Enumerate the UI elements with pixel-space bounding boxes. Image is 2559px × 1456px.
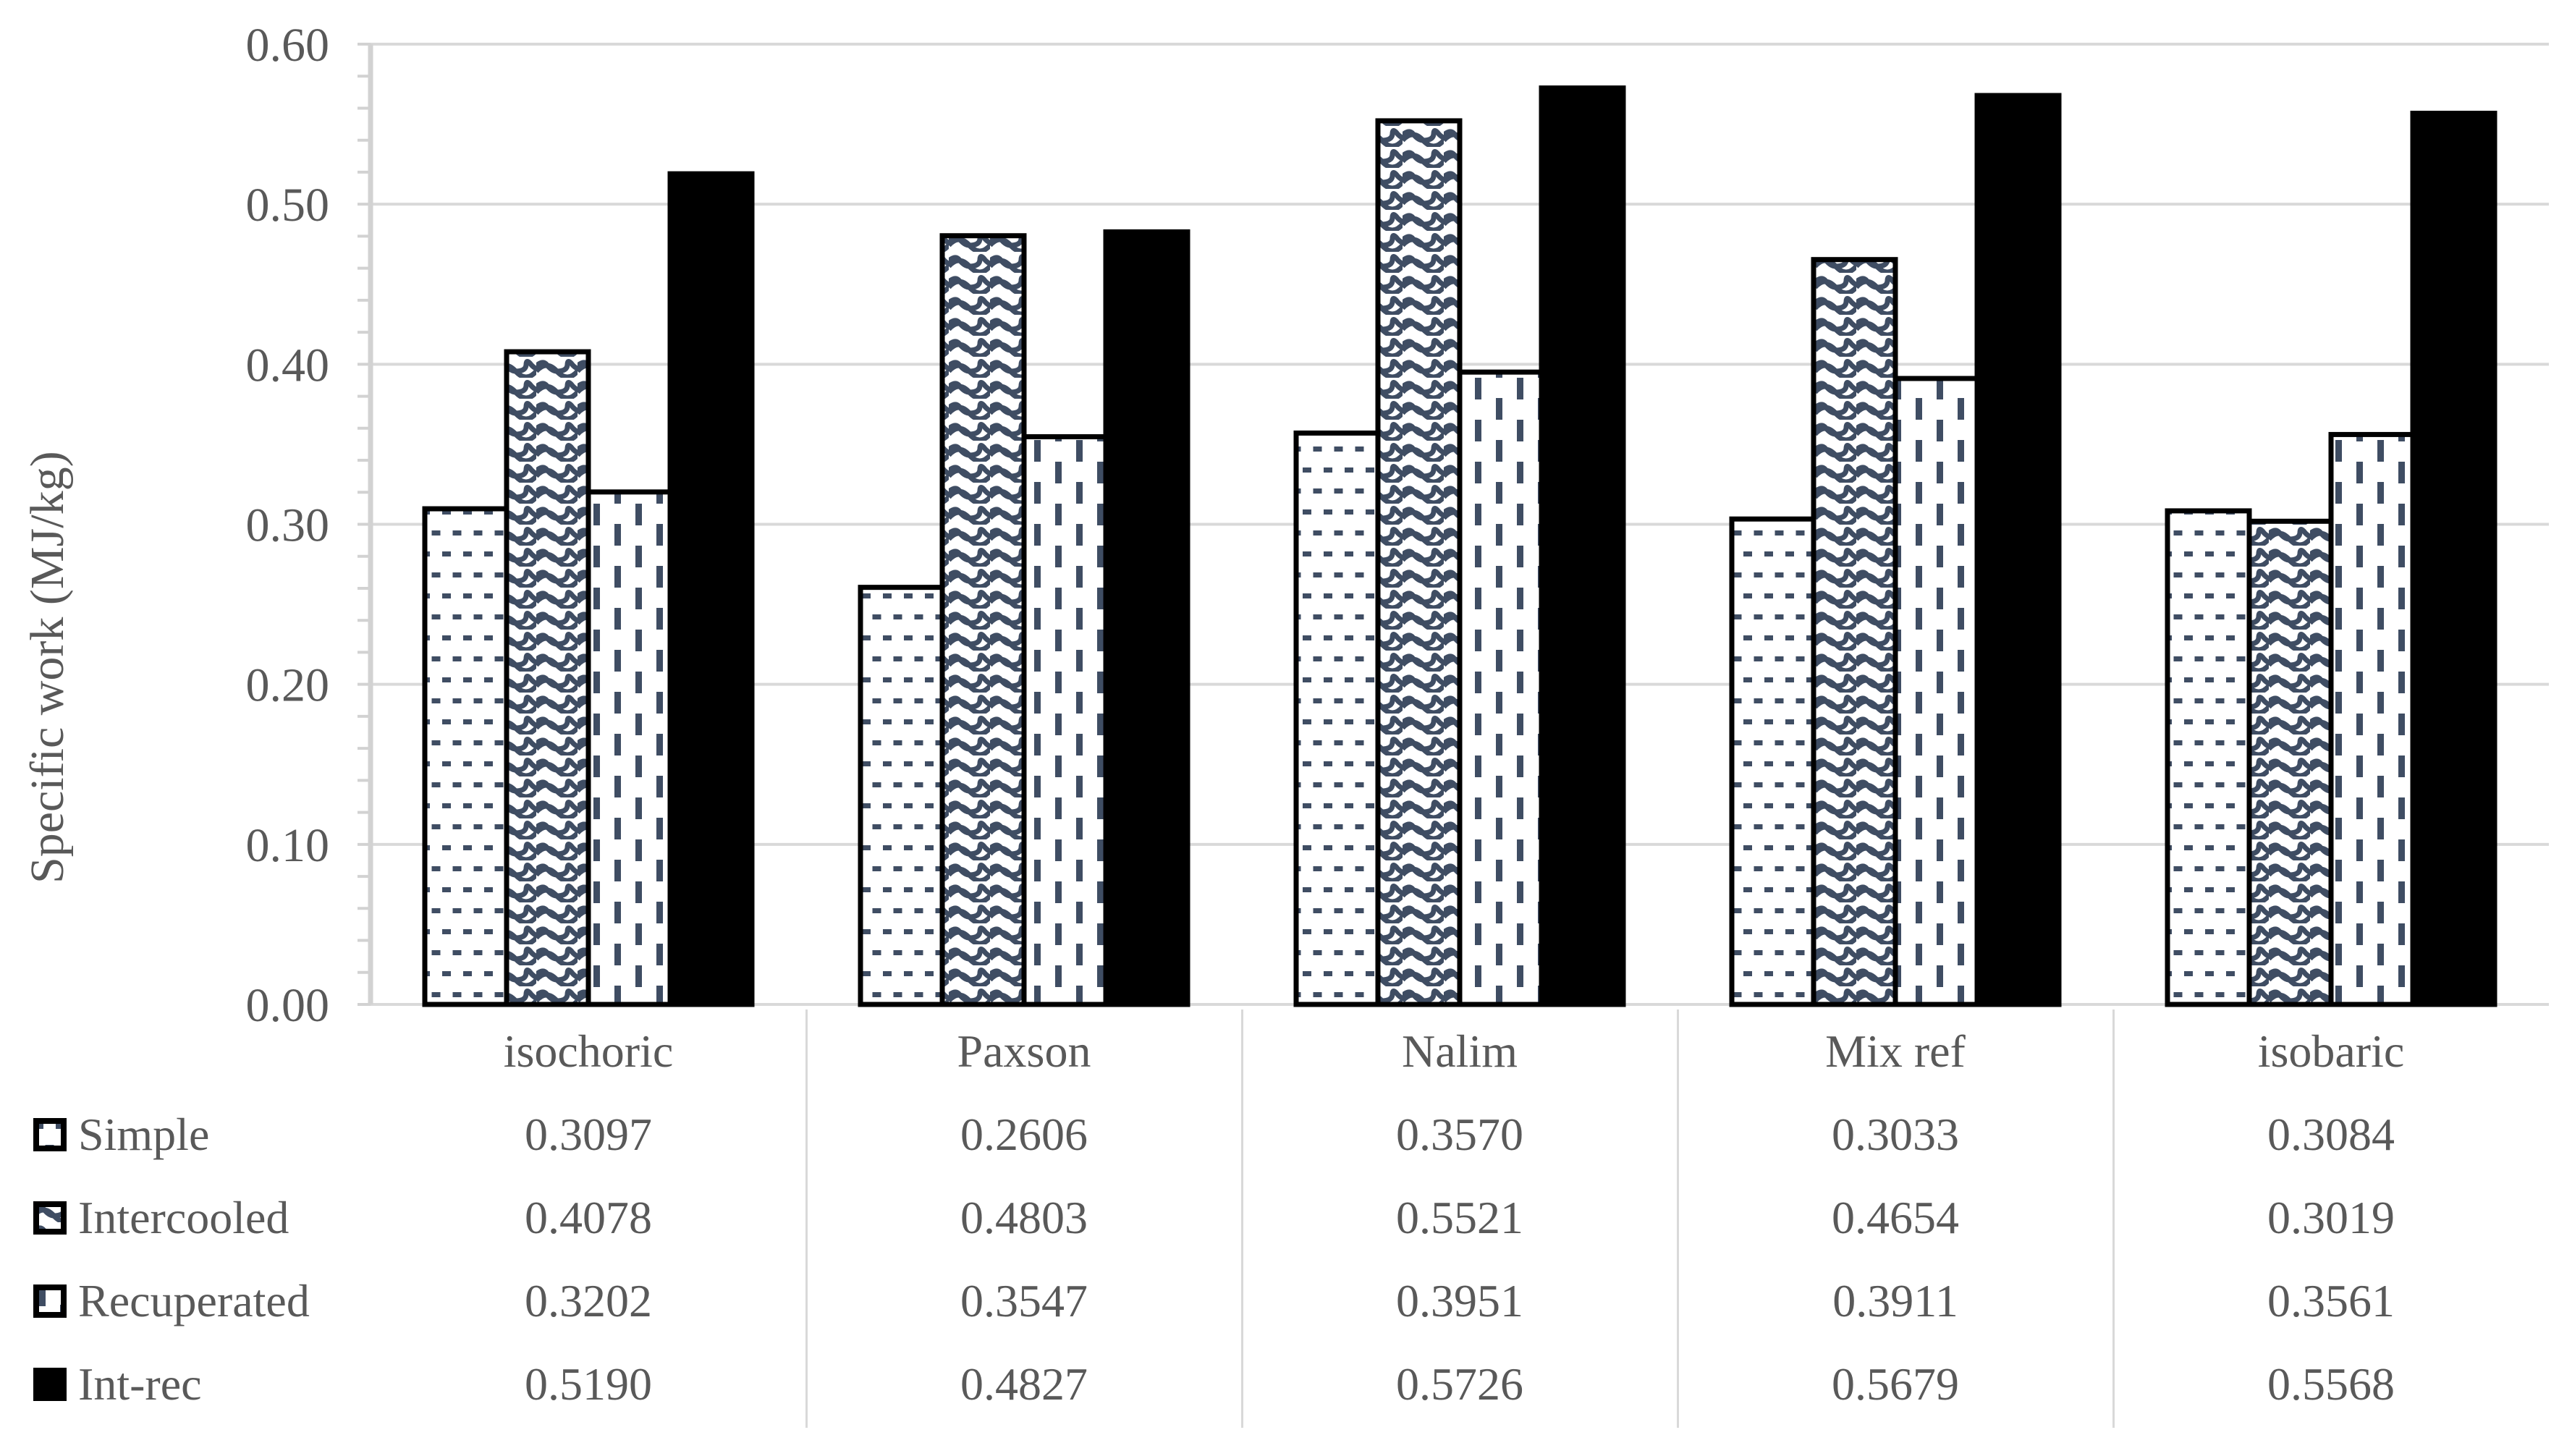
legend-item-int-rec: Int-rec — [0, 1342, 371, 1426]
value-cell: 0.5726 — [1396, 1358, 1523, 1410]
value-cell: 0.3570 — [1396, 1108, 1523, 1160]
category-label: Nalim — [1402, 1025, 1518, 1077]
bar-intercooled-nalim — [1375, 118, 1463, 1007]
value-cell: 0.3547 — [960, 1274, 1088, 1326]
solid-black-swatch-icon — [33, 1367, 67, 1401]
bar-simple-isochoric — [422, 506, 509, 1007]
vertical-dashes-pattern-swatch-icon — [33, 1284, 67, 1318]
y-tick-label: 0.20 — [246, 659, 330, 712]
value-cell: 0.4654 — [1832, 1191, 1959, 1243]
bar-simple-nalim — [1293, 430, 1381, 1007]
bar-intercooled-isobaric — [2246, 518, 2334, 1007]
bar-intercooled-mix-ref — [1811, 257, 1898, 1007]
bar-int-rec-nalim — [1539, 85, 1626, 1007]
bar-recuperated-nalim — [1457, 369, 1544, 1007]
value-cell: 0.3561 — [2267, 1274, 2395, 1326]
category-label: isobaric — [2257, 1025, 2405, 1077]
bar-recuperated-mix-ref — [1892, 376, 1980, 1007]
waves-pattern-swatch-icon — [33, 1201, 67, 1235]
bar-simple-paxson — [858, 585, 945, 1007]
value-cell: 0.5679 — [1832, 1358, 1959, 1410]
value-cell: 0.5190 — [525, 1358, 652, 1410]
value-cell: 0.3084 — [2267, 1108, 2395, 1160]
series-name: Simple — [78, 1108, 210, 1160]
value-cell: 0.3033 — [1832, 1108, 1959, 1160]
bar-simple-isobaric — [2165, 508, 2252, 1007]
y-tick-label: 0.30 — [246, 499, 330, 552]
y-tick-label: 0.60 — [246, 19, 330, 72]
value-cell: 0.5521 — [1396, 1191, 1523, 1243]
bar-int-rec-paxson — [1103, 229, 1190, 1007]
y-tick-label: 0.00 — [246, 979, 330, 1022]
bar-int-rec-isochoric — [667, 171, 755, 1007]
bar-chart-plot: 0.00 0.10 0.20 0.30 0.40 0.50 0.60 — [246, 19, 2549, 1022]
bar-recuperated-isobaric — [2328, 431, 2416, 1007]
series-name: Recuperated — [78, 1274, 310, 1326]
legend-item-recuperated: Recuperated — [0, 1259, 371, 1342]
category-label: Paxson — [957, 1025, 1091, 1077]
table-column-divider — [1240, 1010, 1243, 1428]
value-cell: 0.4078 — [525, 1191, 652, 1243]
bar-recuperated-paxson — [1021, 434, 1109, 1007]
legend-item-simple: Simple — [0, 1093, 371, 1176]
table-column-divider — [1676, 1010, 1679, 1428]
table-column-divider — [805, 1010, 808, 1428]
dots-pattern-swatch-icon — [33, 1117, 67, 1151]
value-cell: 0.5568 — [2267, 1358, 2395, 1410]
bar-intercooled-isochoric — [504, 349, 591, 1007]
table-column-divider — [2112, 1010, 2115, 1428]
y-tick-label: 0.50 — [246, 179, 330, 232]
value-cell: 0.3202 — [525, 1274, 652, 1326]
value-cell: 0.3019 — [2267, 1191, 2395, 1243]
table-corner-cell — [0, 1010, 371, 1093]
value-cell: 0.4827 — [960, 1358, 1088, 1410]
bar-recuperated-isochoric — [585, 489, 673, 1007]
series-name: Intercooled — [78, 1191, 289, 1243]
value-cell: 0.3951 — [1396, 1274, 1523, 1326]
bar-int-rec-isobaric — [2410, 111, 2497, 1007]
data-table: isochoric Paxson Nalim Mix ref isobaric Simpl… — [0, 1010, 2549, 1426]
series-name: Int-rec — [78, 1358, 202, 1410]
legend-item-intercooled: Intercooled — [0, 1176, 371, 1259]
value-cell: 0.4803 — [960, 1191, 1088, 1243]
bar-int-rec-mix-ref — [1974, 93, 2062, 1007]
y-tick-label: 0.40 — [246, 339, 330, 391]
category-label: Mix ref — [1825, 1025, 1966, 1077]
bar-intercooled-paxson — [939, 233, 1027, 1007]
y-tick-label: 0.10 — [246, 819, 330, 872]
value-cell: 0.3097 — [525, 1108, 652, 1160]
category-label: isochoric — [503, 1025, 674, 1077]
value-cell: 0.3911 — [1832, 1274, 1958, 1326]
bar-simple-mix-ref — [1729, 516, 1816, 1007]
value-cell: 0.2606 — [960, 1108, 1088, 1160]
